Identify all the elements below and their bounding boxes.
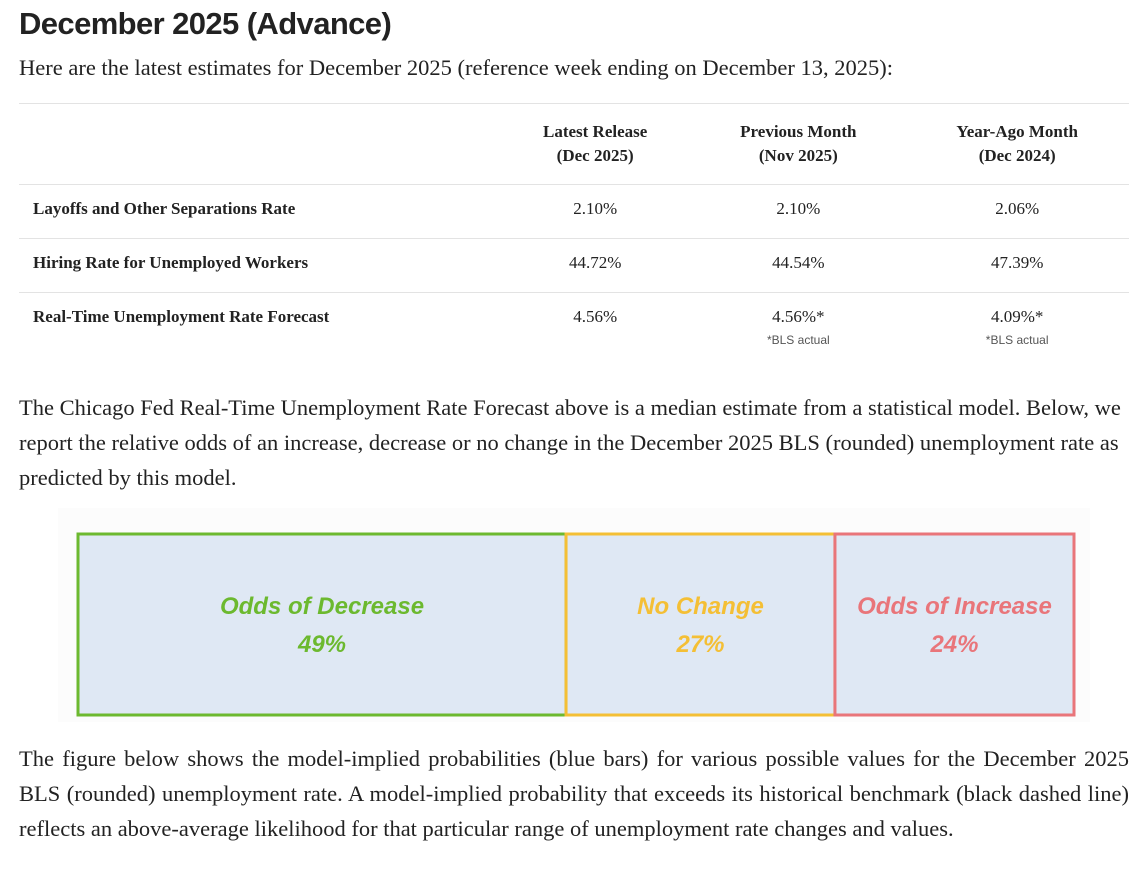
odds-panel: Odds of Decrease 49% No Change 27% Odds of I… (58, 508, 1090, 722)
odds-label: Odds of Decrease (220, 593, 424, 620)
column-header: Latest Release (Dec 2025) (499, 103, 692, 185)
cell-value: 2.06% (995, 199, 1040, 218)
header-line: Latest Release (542, 122, 648, 141)
cell: 44.54% (691, 238, 906, 293)
paragraph: The Chicago Fed Real-Time Unemployment R… (19, 395, 1121, 490)
cell: 2.10% (691, 184, 906, 239)
cell-note: *BLS actual (985, 333, 1049, 347)
cell: 4.56% (499, 293, 691, 363)
row-label: Layoffs and Other Separations Rate (19, 184, 499, 239)
cell-value: 2.10% (573, 199, 618, 218)
header-line: Previous Month (740, 122, 857, 141)
header-line: (Dec 2025) (556, 146, 634, 165)
cell: 47.39% (905, 238, 1129, 293)
subtitle: Here are the latest estimates for Decemb… (19, 55, 893, 80)
odds-box (564, 532, 837, 717)
column-header: Year-Ago Month (Dec 2024) (905, 103, 1129, 185)
odds-box (833, 532, 1076, 717)
cell-value: 2.10% (776, 199, 821, 218)
cell-value: 4.09%* (990, 307, 1044, 326)
cell-value: 4.56% (573, 307, 618, 326)
odds-box (76, 532, 568, 717)
cell: 4.56%* *BLS actual (691, 293, 905, 363)
estimates-table: Latest Release (Dec 2025) Previous Month (N… (19, 103, 1129, 363)
row-label: Real-Time Unemployment Rate Forecast (33, 307, 330, 326)
cell: 2.06% (905, 184, 1129, 239)
header-line: Year-Ago Month (956, 122, 1078, 141)
odds-value: 24% (929, 631, 978, 658)
cell-value: 44.54% (772, 253, 825, 272)
cell: 44.72% (499, 238, 692, 293)
header-line: (Nov 2025) (758, 146, 838, 165)
cell: 4.09%* *BLS actual (905, 293, 1129, 363)
odds-label: No Change (637, 593, 764, 620)
cell-value: 4.56%* (772, 307, 825, 326)
column-header: Previous Month (Nov 2025) (691, 103, 906, 185)
row-label: Hiring Rate for Unemployed Workers (19, 238, 499, 293)
table-row: Hiring Rate for Unemployed Workers 44.72%… (19, 238, 1129, 293)
odds-value: 27% (675, 631, 724, 658)
odds-label: Odds of Increase (857, 593, 1052, 620)
cell-value: 44.72% (568, 253, 622, 272)
table-row: Real-Time Unemployment Rate Forecast 4.56… (19, 293, 1129, 363)
cell-note: *BLS actual (766, 333, 830, 347)
cell: 2.10% (499, 184, 692, 239)
header-line: (Dec 2024) (978, 146, 1056, 165)
cell-value: 47.39% (990, 253, 1044, 272)
odds-value: 49% (297, 631, 346, 658)
page-title: December 2025 (Advance) (19, 6, 392, 41)
corner (19, 103, 499, 185)
table-row: Layoffs and Other Separations Rate 2.10% 2… (19, 184, 1129, 239)
paragraph: The figure below shows the model-implied… (19, 746, 1129, 841)
